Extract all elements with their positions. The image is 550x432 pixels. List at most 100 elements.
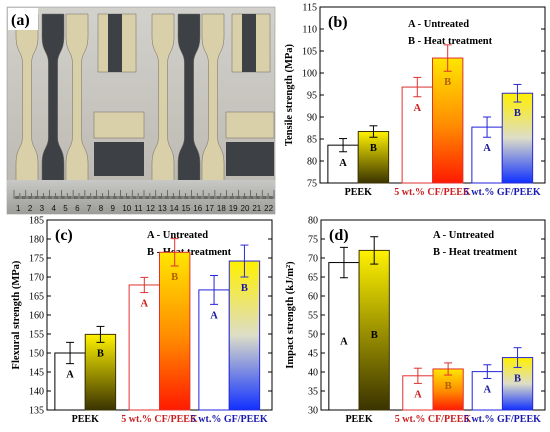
- bar-label-a: A: [210, 310, 218, 321]
- y-axis-label: Tensile strength (MPa): [284, 43, 295, 146]
- bar-a-1: [401, 86, 433, 184]
- y-tick-label: 90: [307, 113, 317, 124]
- category-label: 5 wt.% CF/PEEK: [121, 414, 198, 425]
- bar-label-a: A: [339, 158, 347, 169]
- y-tick-label: 165: [29, 292, 44, 303]
- y-tick-label: 50: [308, 330, 318, 341]
- bar-label-a: A: [340, 336, 348, 347]
- bar-label-b: B: [444, 77, 451, 88]
- bar-label-b: B: [370, 143, 377, 154]
- y-tick-label: 150: [29, 349, 44, 360]
- y-tick-label: 100: [302, 69, 317, 80]
- ruler-number: 20: [241, 204, 250, 213]
- y-axis-label: Flexural strength (MPa): [11, 260, 22, 369]
- bar-label-a: A: [414, 389, 422, 400]
- bar-label-b: B: [514, 373, 521, 384]
- ruler-number: 21: [252, 204, 261, 213]
- y-tick-label: 60: [308, 292, 318, 303]
- flex-bar-cf-1: [94, 142, 144, 176]
- y-tick-label: 75: [307, 179, 317, 190]
- legend-entry-heat-treatment: B - Heat treatment: [408, 36, 493, 47]
- legend-entry-untreated: A - Untreated: [433, 230, 494, 241]
- bar-b-2: [501, 92, 534, 184]
- y-tick-label: 185: [29, 216, 44, 227]
- y-tick-label: 180: [29, 235, 44, 246]
- ruler-number: 8: [99, 204, 104, 213]
- panel-label: (c): [55, 227, 73, 244]
- category-label: 5 wt.% CF/PEEK: [394, 187, 471, 198]
- y-tick-label: 135: [29, 406, 44, 417]
- y-axis-label: Impact strength (kJ/m²): [285, 261, 296, 369]
- bar-label-b: B: [241, 283, 248, 294]
- flex-bar-cf-2: [226, 142, 274, 176]
- y-tick-label: 170: [29, 273, 44, 284]
- y-tick-label: 30: [308, 406, 318, 417]
- category-label: 5 wt.% GF/PEEK: [191, 414, 268, 425]
- ruler-scale: 1 2 3 4 5 6 7 8 9 10 11 12 13 14 15 16 17 18 19 20 21 22: [13, 190, 275, 213]
- y-tick-label: 65: [308, 273, 318, 284]
- bar-label-a: A: [483, 143, 491, 154]
- ruler-number: 6: [75, 204, 80, 213]
- ruler-number: 15: [181, 204, 190, 213]
- panel-label: (d): [329, 227, 349, 244]
- y-tick-label: 40: [308, 368, 318, 379]
- y-tick-label: 140: [29, 387, 44, 398]
- y-tick-label: 80: [307, 157, 317, 168]
- y-tick-label: 55: [308, 311, 318, 322]
- y-tick-label: 175: [29, 254, 44, 265]
- legend-entry-untreated: A - Untreated: [408, 19, 469, 30]
- category-label: 5 wt.% GF/PEEK: [464, 414, 541, 425]
- y-tick-label: 70: [308, 254, 318, 265]
- ruler-number: 4: [51, 204, 56, 213]
- bar-a-2: [198, 289, 230, 411]
- panel-label: (b): [328, 14, 348, 31]
- y-tick-label: 105: [302, 47, 317, 58]
- tensile-strength-chart: 75 80 85 90 95 100 105 110 115 Tensile strength (…: [284, 3, 546, 198]
- panel-a-label-box: [8, 8, 38, 30]
- bar-b-0: [358, 249, 390, 411]
- category-label: 5 wt.% CF/PEEK: [395, 414, 472, 425]
- bar-label-a: A: [414, 103, 422, 114]
- y-tick-label: 145: [29, 368, 44, 379]
- specimen-group: [15, 13, 275, 187]
- ruler-number: 22: [264, 204, 273, 213]
- flexural-strength-chart: 135 140 145 150 155 160 165 170 175 180 185 Flexura…: [11, 216, 273, 425]
- y-tick-label: 35: [308, 387, 318, 398]
- ruler-number: 11: [134, 204, 143, 213]
- ruler-number: 17: [205, 204, 214, 213]
- bar-label-a: A: [484, 384, 492, 395]
- ruler-number: 19: [229, 204, 238, 213]
- ruler-number: 14: [170, 204, 179, 213]
- impact-strength-chart: 30 35 40 45 50 55 60 65 70 75 80 Impact strength (k…: [285, 216, 546, 425]
- bar-label-a: A: [141, 299, 149, 310]
- y-tick-label: 85: [307, 135, 317, 146]
- ruler-number: 1: [16, 204, 21, 213]
- y-tick-label: 75: [308, 235, 318, 246]
- category-label: PEEK: [345, 187, 372, 198]
- legend-entry-heat-treatment: B - Heat treatment: [433, 247, 518, 258]
- category-label: PEEK: [72, 414, 99, 425]
- y-tick-label: 155: [29, 330, 44, 341]
- flex-bar-peek-2: [225, 111, 275, 139]
- bar-b-0: [357, 131, 390, 184]
- bar-label-b: B: [171, 272, 178, 283]
- panel-a-label: (a): [11, 12, 30, 29]
- bar-label-b: B: [371, 330, 378, 341]
- impact-bar-cf-strip-1: [108, 14, 122, 72]
- bar-label-b: B: [445, 381, 452, 392]
- category-label: PEEK: [345, 414, 372, 425]
- flex-bar-peek-1: [93, 111, 145, 139]
- ruler-number: 9: [111, 204, 116, 213]
- y-tick-label: 115: [302, 3, 317, 14]
- ruler-number: 12: [146, 204, 155, 213]
- impact-bar-cf-strip-2: [242, 14, 256, 72]
- y-tick-label: 45: [308, 349, 318, 360]
- ruler-number: 3: [40, 204, 45, 213]
- ruler-number: 5: [63, 204, 68, 213]
- ruler-number: 16: [193, 204, 202, 213]
- y-tick-label: 95: [307, 91, 317, 102]
- ruler-number: 13: [158, 204, 167, 213]
- ruler-number: 2: [28, 204, 33, 213]
- ruler-number: 18: [217, 204, 226, 213]
